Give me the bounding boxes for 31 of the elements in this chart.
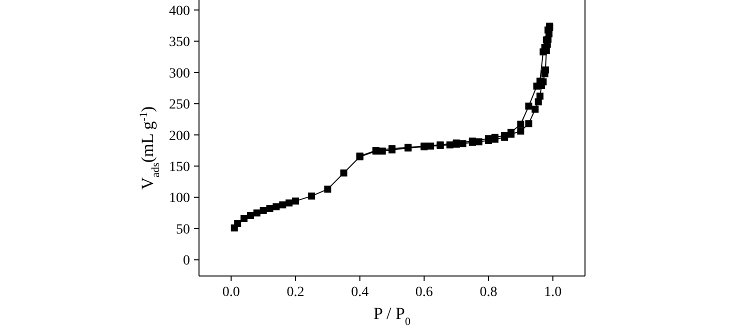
point [246,212,254,219]
point [540,48,547,56]
y-tick-label: 300 [169,66,190,82]
point [308,192,316,200]
point [542,66,549,74]
point [532,106,539,113]
point [525,102,532,110]
x-tick-label: 0.4 [351,285,369,300]
y-tick-label: 250 [169,98,190,113]
x-axis-title: P / P$_{0}$ [373,304,411,328]
y-tick-label: 350 [169,35,190,50]
point [536,92,544,100]
x-tick-label: 1.0 [544,285,562,300]
point [324,186,332,193]
y-tick-label: 100 [169,191,190,206]
point [517,128,524,135]
y-tick-label: 200 [169,128,190,144]
point [292,198,299,205]
y-tick-label: 150 [169,160,190,175]
x-tick-label: 0.0 [222,285,240,300]
point [234,220,242,228]
x-tick-label: 0.2 [286,285,304,300]
y-tick-label: 50 [176,222,190,238]
point [517,120,524,128]
point [340,169,348,176]
y-tick-label: 0 [183,254,190,269]
point [525,120,532,128]
x-tick-label: 0.8 [480,285,498,300]
y-tick-label: 400 [169,4,190,19]
x-tick-label: 0.6 [415,285,433,300]
point [240,215,248,222]
